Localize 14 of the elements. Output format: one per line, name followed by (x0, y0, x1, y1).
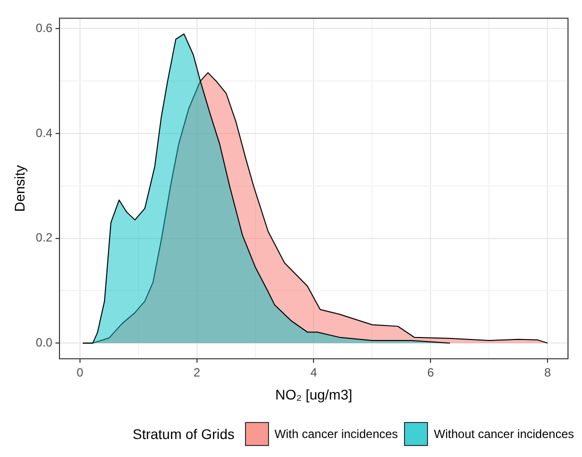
y-tick-label: 0.0 (36, 335, 53, 350)
y-tick-label: 0.2 (36, 230, 53, 245)
y-axis-title: Density (11, 165, 28, 212)
x-tick-label: 0 (76, 365, 84, 380)
x-tick-label: 4 (310, 365, 318, 380)
legend-label: With cancer incidences (274, 427, 398, 441)
x-tick-label: 2 (193, 365, 200, 380)
x-tick-label: 8 (544, 365, 552, 380)
x-tick-label: 6 (427, 365, 434, 380)
legend-title: Stratum of Grids (132, 426, 235, 442)
y-tick-label: 0.6 (36, 20, 53, 35)
x-axis-title: NO₂ [ug/m3] (275, 386, 352, 402)
y-tick-label: 0.4 (36, 126, 53, 140)
legend-label: Without cancer incidences (434, 427, 574, 441)
